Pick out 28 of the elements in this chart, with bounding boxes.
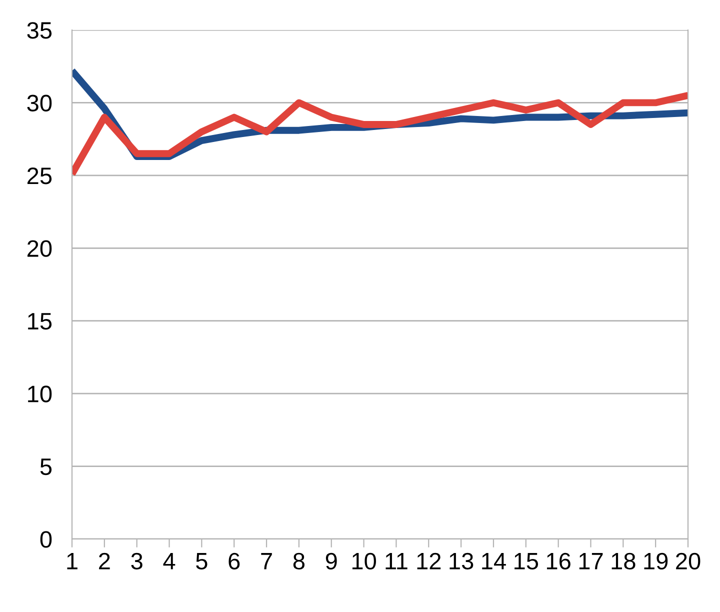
x-tick-label: 13: [450, 552, 474, 570]
x-tick-label: 5: [196, 553, 208, 570]
x-tick-label: 6: [228, 552, 240, 570]
x-tick-label: 2: [99, 552, 110, 570]
y-tick-label: 30: [27, 94, 52, 112]
y-tick-label: 10: [28, 386, 52, 402]
x-tick-label: 10: [352, 552, 376, 570]
x-tick-label: 20: [676, 552, 700, 570]
x-tick-label: 15: [514, 553, 538, 570]
y-tick-label: 35: [27, 22, 52, 39]
x-tick-label: 1: [67, 553, 78, 570]
x-tick-label: 7: [261, 553, 272, 570]
x-tick-label: 9: [326, 552, 337, 570]
y-tick-label: 15: [28, 313, 52, 330]
x-tick-label: 16: [546, 552, 570, 570]
x-tick-label: 8: [293, 552, 304, 570]
x-tick-label: 11: [386, 553, 408, 570]
x-tick-label: 12: [417, 552, 441, 570]
x-tick-label: 17: [579, 553, 603, 570]
x-tick-label: 18: [612, 552, 636, 570]
x-tick-label: 14: [482, 553, 506, 570]
x-tick-label: 4: [163, 553, 176, 570]
y-tick-label: 0: [40, 531, 52, 548]
y-tick-label: 5: [40, 458, 52, 476]
x-tick-label: 19: [644, 552, 668, 570]
x-tick-label: 3: [131, 552, 142, 570]
y-tick-label: 20: [27, 240, 52, 257]
y-tick-label: 25: [27, 167, 52, 184]
